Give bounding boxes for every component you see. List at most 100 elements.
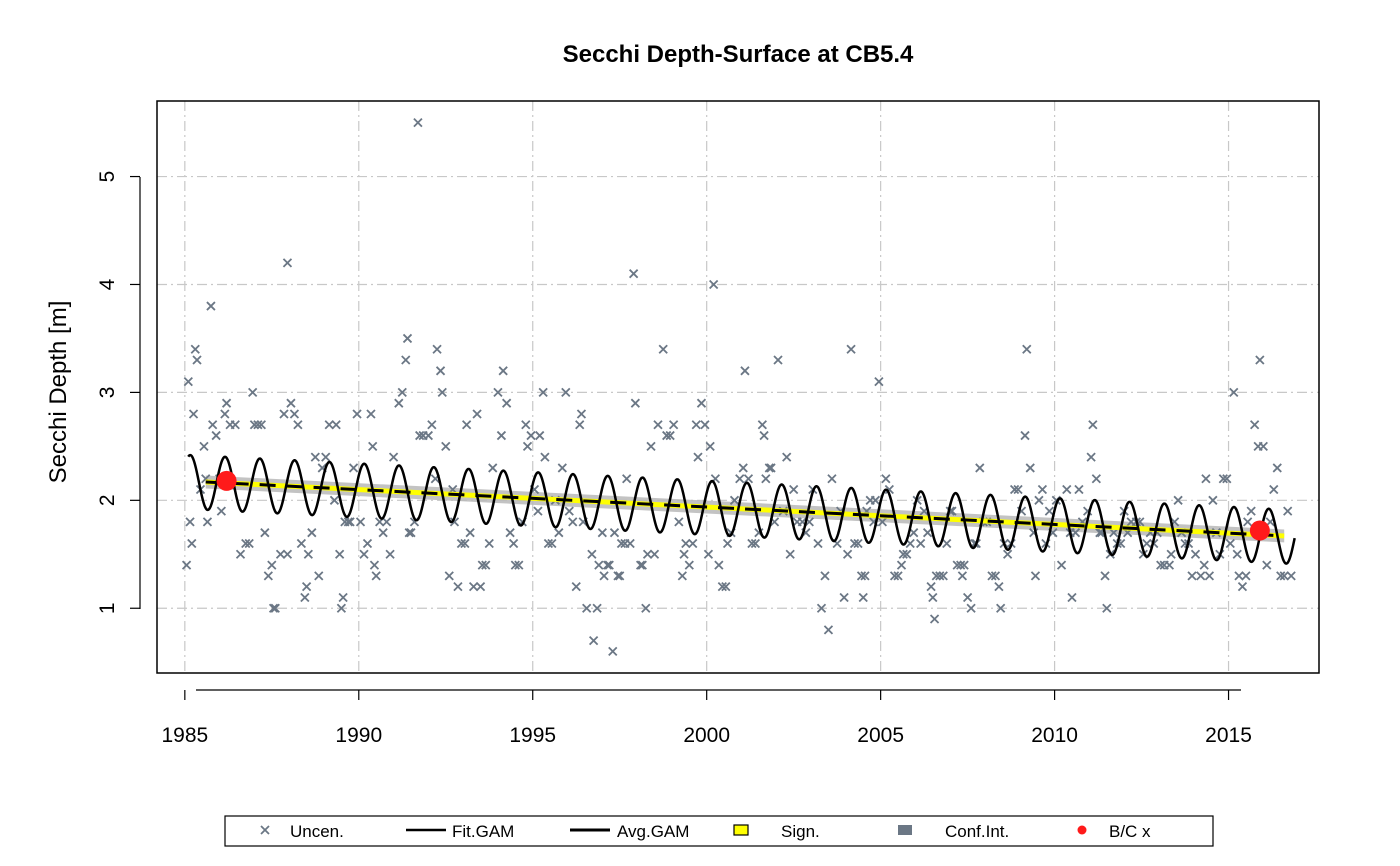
uncensored-point: [952, 560, 962, 570]
uncensored-point: [533, 506, 543, 516]
uncensored-point: [521, 420, 531, 430]
x-tick-label-2005: 2005: [857, 724, 904, 747]
bc-point: [1249, 520, 1270, 541]
legend-item-bc: B/C x: [1077, 822, 1151, 841]
uncensored-point: [839, 592, 849, 603]
uncensored-point: [190, 344, 200, 354]
uncensored-point: [188, 409, 199, 419]
uncensored-point: [220, 409, 230, 419]
uncensored-point: [472, 409, 482, 419]
uncensored-point: [717, 582, 727, 592]
uncensored-point: [616, 538, 627, 549]
uncensored-point: [691, 420, 701, 430]
uncensored-point: [909, 528, 919, 538]
uncensored-point: [1025, 463, 1035, 473]
uncensored-point: [637, 560, 647, 570]
uncensored-point: [1009, 484, 1020, 495]
legend-box: [224, 815, 1214, 847]
uncensored-point: [1034, 495, 1044, 505]
uncensored-point: [846, 344, 856, 354]
uncensored-point: [355, 517, 366, 527]
uncensored-point: [427, 420, 437, 430]
uncensored-point: [681, 538, 691, 549]
uncensored-point: [929, 614, 940, 624]
x-tick-label-2000: 2000: [683, 724, 730, 747]
uncensored-point: [1013, 484, 1023, 495]
uncensored-point: [1237, 582, 1248, 592]
uncensored-point: [928, 592, 938, 603]
uncensored-point: [1067, 592, 1077, 603]
legend-label-conf-int: Conf.Int.: [945, 822, 1009, 841]
uncensored-points: [181, 117, 1296, 657]
uncensored-point: [185, 517, 195, 527]
uncensored-point: [329, 495, 340, 505]
uncensored-point: [1272, 463, 1282, 473]
uncensored-point: [842, 549, 853, 559]
uncensored-point: [703, 549, 714, 559]
uncensored-point: [453, 582, 463, 592]
uncensored-point: [1166, 549, 1176, 559]
uncensored-point: [394, 398, 404, 408]
uncensored-point: [249, 420, 260, 430]
uncensored-point: [310, 452, 320, 462]
uncensored-point: [381, 517, 392, 527]
uncensored-point: [1286, 571, 1296, 581]
uncensored-point: [599, 571, 609, 581]
uncensored-point: [293, 420, 303, 430]
uncensored-point: [625, 538, 635, 549]
legend-label-uncen: Uncen.: [290, 822, 344, 841]
uncensored-point: [510, 560, 520, 570]
uncensored-point: [898, 549, 908, 559]
legend-label-fit-gam: Fit.GAM: [452, 822, 514, 841]
uncensored-point: [216, 506, 226, 516]
uncensored-point: [199, 441, 209, 451]
uncensored-point: [202, 517, 213, 527]
uncensored-point: [1037, 484, 1048, 495]
legend-x-marker-icon: [260, 825, 270, 835]
uncensored-point: [1022, 344, 1032, 354]
uncensored-point: [1070, 528, 1081, 538]
uncensored-point: [916, 538, 926, 549]
uncensored-point: [296, 538, 307, 549]
uncensored-point: [183, 376, 193, 387]
uncensored-point: [366, 409, 376, 419]
uncensored-point: [1276, 571, 1286, 581]
uncensored-point: [244, 538, 254, 549]
uncensored-point: [622, 474, 632, 484]
uncensored-point: [547, 538, 557, 549]
y-tick-label-2: 2: [96, 494, 119, 506]
uncensored-point: [406, 528, 416, 538]
uncensored-point: [1262, 560, 1272, 570]
uncensored-point: [813, 538, 823, 549]
uncensored-point: [877, 517, 888, 527]
uncensored-point: [540, 452, 550, 462]
uncensored-point: [874, 376, 884, 387]
uncensored-point: [1232, 549, 1242, 559]
uncensored-point: [561, 387, 571, 398]
uncensored-point: [1208, 495, 1218, 505]
uncensored-point: [849, 538, 860, 549]
uncensored-point: [926, 582, 936, 592]
uncensored-point: [187, 538, 197, 549]
x-tick-label-1990: 1990: [335, 724, 382, 747]
uncensored-point: [282, 258, 293, 268]
uncensored-point: [571, 582, 581, 592]
uncensored-point: [853, 538, 863, 549]
uncensored-point: [404, 528, 414, 538]
uncensored-point: [1142, 538, 1152, 549]
uncensored-point: [1173, 495, 1183, 505]
uncensored-point: [761, 474, 771, 484]
uncensored-point: [630, 398, 641, 408]
uncensored-point: [747, 538, 757, 549]
uncensored-point: [230, 420, 240, 430]
uncensored-point: [324, 420, 334, 430]
uncensored-point: [1156, 560, 1166, 570]
uncensored-point: [468, 582, 479, 592]
uncensored-point: [931, 571, 941, 581]
uncensored-point: [526, 430, 536, 441]
uncensored-point: [535, 430, 545, 441]
uncensored-point: [378, 528, 388, 538]
uncensored-point: [893, 571, 903, 581]
uncensored-point: [331, 420, 341, 430]
uncensored-point: [235, 549, 246, 559]
